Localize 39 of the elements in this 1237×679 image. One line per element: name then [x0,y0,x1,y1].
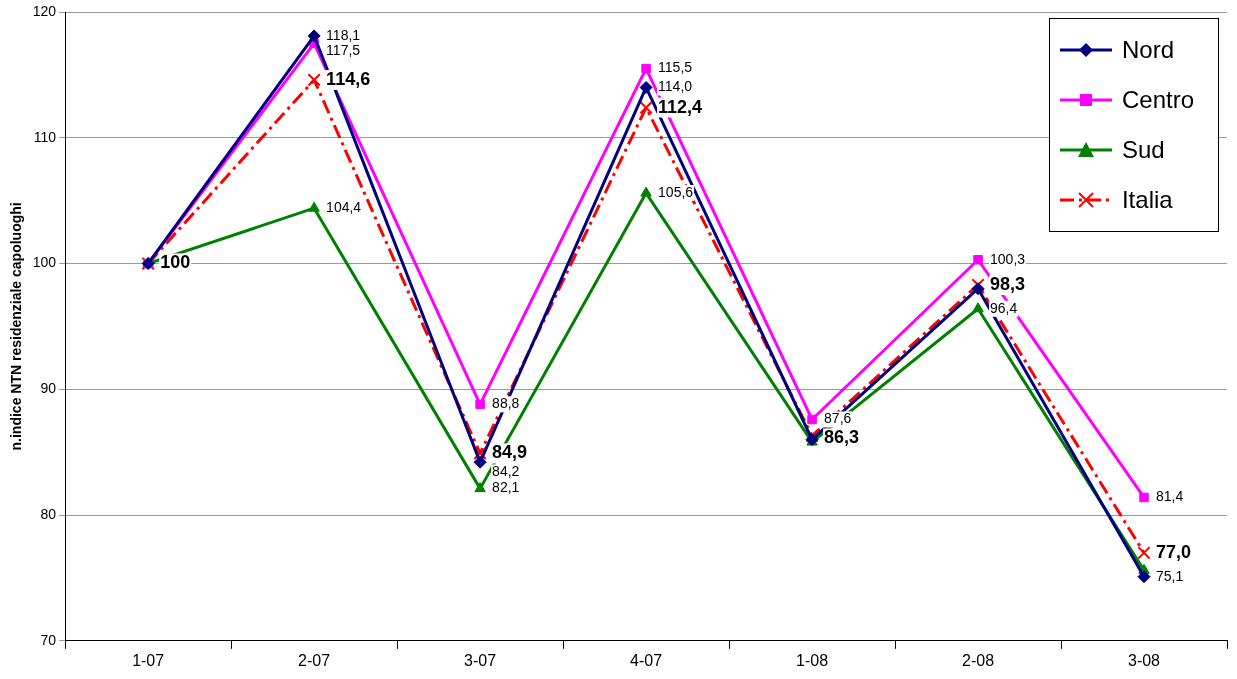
data-label: 104,4 [326,199,362,216]
y-tick-label: 120 [32,2,57,19]
y-tick-label: 90 [40,380,57,397]
y-axis-title: n.indice NTN residenziale capoluoghi [8,202,25,451]
data-label: 114,0 [658,78,693,95]
x-tick-label: 3-07 [464,651,497,669]
data-label: 112,4 [658,96,703,117]
x-tick-label: 2-07 [298,651,331,669]
data-label: 77,0 [1156,541,1192,562]
x-tick-label: 4-07 [630,651,663,669]
data-label: 115,5 [658,59,693,76]
data-label: 84,2 [492,463,520,480]
data-label: 105,6 [658,183,694,200]
legend-label: Sud [1121,136,1165,164]
data-label: 88,8 [492,395,520,412]
data-label: 100,3 [990,250,1026,267]
legend-label: Italia [1121,186,1173,214]
data-label: 81,4 [1156,488,1184,505]
y-tick-label: 110 [33,128,57,145]
y-tick-label: 80 [40,505,57,522]
data-label: 82,1 [492,479,520,496]
x-tick-label: 1-07 [132,651,165,669]
y-tick-label: 70 [40,631,57,648]
data-label: 98,3 [990,273,1026,294]
data-label: 86,3 [824,427,860,448]
data-label: 100 [160,252,191,273]
x-tick-label: 1-08 [796,651,829,669]
data-label: 117,5 [326,41,361,58]
data-label: 87,6 [824,410,852,427]
data-label: 96,4 [990,299,1018,316]
y-tick-label: 100 [32,254,57,271]
data-label: 114,6 [326,68,371,89]
legend-label: Centro [1121,86,1194,114]
x-tick-label: 3-08 [1128,651,1161,669]
x-tick-label: 2-08 [962,651,995,669]
legend-label: Nord [1121,36,1174,64]
data-label: 84,9 [492,442,528,463]
data-label: 118,1 [326,26,361,43]
data-label: 75,1 [1156,567,1184,584]
